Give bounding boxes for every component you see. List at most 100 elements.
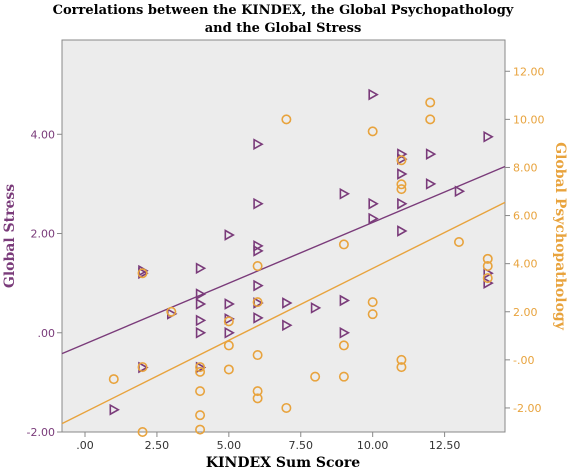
stress-point xyxy=(195,298,207,310)
left-axis-title: Global Stress xyxy=(2,184,18,288)
right-tick-label: 6.00 xyxy=(513,210,538,223)
left-tick-label: 2.00 xyxy=(31,228,56,241)
stress-point xyxy=(339,326,351,339)
psychopathology-point xyxy=(252,386,263,397)
bottom-axis-ticks: .00 2.50 5.00 7.50 10.00 12.50 xyxy=(76,432,460,452)
psychopathology-point xyxy=(252,261,263,272)
psychopathology-point xyxy=(338,239,349,250)
stress-point xyxy=(397,197,408,210)
stress-point xyxy=(339,187,351,200)
psychopathology-point xyxy=(367,126,378,137)
psychopathology-point xyxy=(396,179,407,190)
stress-point xyxy=(224,298,235,310)
chart-title-line2: and the Global Stress xyxy=(205,21,362,36)
stress-point xyxy=(368,212,379,225)
left-tick-label: -2.00 xyxy=(27,426,55,439)
stress-point xyxy=(253,312,264,324)
psychopathology-point xyxy=(137,268,148,279)
fit-lines xyxy=(61,165,506,425)
psychopathology-point xyxy=(281,114,292,125)
psychopathology-point xyxy=(252,350,263,361)
stress-point xyxy=(425,178,437,190)
stress-point xyxy=(253,138,264,151)
x-tick-label: .00 xyxy=(76,439,94,452)
stress-point xyxy=(425,148,437,160)
stress-point xyxy=(397,168,408,180)
psychopathology-point xyxy=(425,114,436,125)
right-axis-ticks: -2.00 -.00 2.00 4.00 6.00 8.00 10.00 12.00 xyxy=(505,65,545,415)
psychopathology-point xyxy=(396,155,407,166)
stress-point xyxy=(397,225,408,237)
psychopathology-point xyxy=(396,362,407,373)
psychopathology-point xyxy=(367,297,378,308)
stress-point xyxy=(368,88,379,101)
stress-point xyxy=(253,245,264,257)
stress-point xyxy=(253,279,264,292)
psychopathology-point xyxy=(252,393,263,404)
stress-point xyxy=(224,229,235,241)
stress-point xyxy=(339,294,351,307)
psychopathology-point xyxy=(223,364,234,375)
stress-point xyxy=(195,262,207,275)
stress-point xyxy=(368,197,379,210)
psychopathology-point xyxy=(137,426,148,437)
right-tick-label: 8.00 xyxy=(513,161,538,174)
stress-point xyxy=(195,314,207,327)
stress-point xyxy=(454,185,466,198)
x-tick-label: 2.50 xyxy=(145,439,170,452)
psychopathology-fit-line xyxy=(61,201,506,425)
psychopathology-point xyxy=(195,362,206,373)
x-tick-label: 12.50 xyxy=(429,439,461,452)
right-axis-title: Global Psychopathology xyxy=(552,142,567,331)
psychopathology-point xyxy=(453,237,464,248)
left-tick-label: .00 xyxy=(38,327,56,340)
psychopathology-point xyxy=(425,97,436,108)
psychopathology-point xyxy=(252,297,263,308)
right-tick-label: -2.00 xyxy=(513,402,541,415)
right-tick-label: 2.00 xyxy=(513,306,538,319)
stress-point xyxy=(195,288,207,300)
chart-title-line1: Correlations between the KINDEX, the Glo… xyxy=(53,3,514,18)
psychopathology-point xyxy=(367,309,378,320)
stress-point xyxy=(195,326,207,339)
plot-area xyxy=(61,39,506,433)
psychopathology-point xyxy=(108,374,119,385)
stress-point xyxy=(310,302,322,314)
psychopathology-point xyxy=(482,261,493,272)
psychopathology-point xyxy=(195,386,206,397)
stress-point xyxy=(109,403,120,416)
data-markers xyxy=(108,88,494,437)
stress-point xyxy=(224,326,235,339)
psychopathology-point xyxy=(281,402,292,413)
right-tick-label: -.00 xyxy=(513,354,534,367)
psychopathology-point xyxy=(482,273,493,284)
psychopathology-point xyxy=(195,410,206,421)
stress-point xyxy=(253,197,264,210)
psychopathology-point xyxy=(166,306,177,317)
psychopathology-point xyxy=(482,253,493,264)
right-tick-label: 4.00 xyxy=(513,258,538,271)
x-tick-label: 10.00 xyxy=(357,439,389,452)
psychopathology-point xyxy=(223,316,234,327)
psychopathology-point xyxy=(195,366,206,377)
psychopathology-point xyxy=(310,371,321,382)
psychopathology-point xyxy=(338,371,349,382)
left-tick-label: 4.00 xyxy=(31,128,56,141)
left-axis-ticks: -2.00 .00 2.00 4.00 xyxy=(27,128,62,439)
psychopathology-point xyxy=(396,184,407,195)
right-tick-label: 10.00 xyxy=(513,113,545,126)
right-tick-label: 12.00 xyxy=(513,65,545,78)
x-tick-label: 5.00 xyxy=(217,439,242,452)
stress-point xyxy=(282,297,293,309)
psychopathology-point xyxy=(195,424,206,435)
psychopathology-point xyxy=(396,354,407,365)
psychopathology-point xyxy=(223,340,234,351)
stress-point xyxy=(483,130,494,143)
psychopathology-point xyxy=(338,340,349,351)
x-axis-title: KINDEX Sum Score xyxy=(206,455,360,471)
x-tick-label: 7.50 xyxy=(289,439,314,452)
stress-point xyxy=(483,277,494,289)
stress-point xyxy=(282,319,293,332)
psychopathology-point xyxy=(137,362,148,373)
